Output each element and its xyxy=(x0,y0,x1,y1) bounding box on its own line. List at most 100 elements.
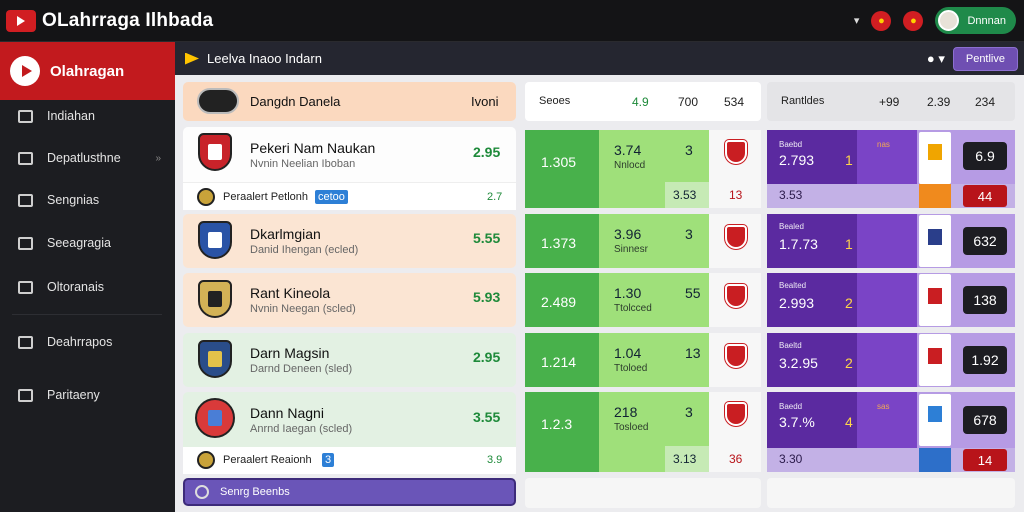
green-odds-row[interactable]: 1.373 3.96 Sinnesr 3 xyxy=(525,214,761,268)
footer-label: Peraalert Reaionh xyxy=(223,454,312,466)
gear-icon xyxy=(18,236,33,250)
purple-odds-row[interactable]: Bealed 1.7.73 1 632 xyxy=(767,214,1015,268)
team-sub: Nvnin Neegan (scled) xyxy=(250,303,356,315)
purple-odds-row[interactable]: Bealted 2.993 2 138 xyxy=(767,273,1015,327)
search-icon xyxy=(195,485,209,499)
chevron-down-icon[interactable]: ▾ xyxy=(853,15,860,27)
sidebar-item-label: Oltoranais xyxy=(47,280,104,294)
purple-header-c: 234 xyxy=(975,95,996,109)
team-value: 2.95 xyxy=(473,144,501,160)
badge-icon xyxy=(197,188,215,206)
green-footer xyxy=(525,478,761,508)
jersey-icon xyxy=(919,394,951,446)
sidebar-item-1[interactable]: Indiahan xyxy=(0,102,175,130)
purple-odds-row[interactable]: Baedd 3.7.% 4 sas 678 3.30 14 xyxy=(767,392,1015,472)
sidebar-item-7[interactable]: Paritaeny xyxy=(0,381,175,409)
sidebar-item-label: Indiahan xyxy=(47,109,95,123)
green-header-a: 4.9 xyxy=(632,95,649,109)
foot-main: 3.53 xyxy=(779,188,803,202)
odd-red-button[interactable]: 44 xyxy=(963,185,1007,207)
green-odds-row[interactable]: 1.305 3.74 Nnlocd 3 3.53 13 xyxy=(525,130,761,208)
sidebar-item-6[interactable]: Deahrrapos xyxy=(0,328,175,356)
top-bar: OLahrraga Ilhbada ▾ ● ● Dnnnan xyxy=(0,0,1024,42)
crest-icon xyxy=(198,221,232,259)
sidebar-item-5[interactable]: Oltoranais xyxy=(0,273,175,301)
user-menu-button[interactable]: Dnnnan xyxy=(935,7,1016,34)
live-button[interactable]: Pentlive xyxy=(952,46,1018,71)
purple-header-a: +99 xyxy=(879,95,900,109)
odd-value-button[interactable]: 678 xyxy=(963,406,1007,434)
odd-c: 13 xyxy=(685,345,701,361)
crest-icon xyxy=(195,398,235,438)
help-icon[interactable]: ● ▾ xyxy=(926,50,945,66)
odd-value-button[interactable]: 6.9 xyxy=(963,142,1007,170)
match-row[interactable]: Dann Nagni Anrnd Iaegan (scled) 3.55 Per… xyxy=(183,392,516,474)
row-top-label: Baebd xyxy=(779,140,803,149)
logo-icon xyxy=(6,9,36,32)
odd-value-button[interactable]: 1.92 xyxy=(963,346,1007,374)
main-panel: Leelva Inaoo Indarn ● ▾ Pentlive Dangdn … xyxy=(175,42,1024,512)
sidebar-item-label: Paritaeny xyxy=(47,388,100,402)
row-main: 3.7.% xyxy=(779,414,815,430)
row-rank: 2 xyxy=(845,355,853,371)
purple-header-label: Rantldes xyxy=(781,95,825,107)
team-value: 5.93 xyxy=(473,289,501,305)
green-odds-row[interactable]: 1.214 1.04 Ttoloed 13 xyxy=(525,333,761,387)
team-value: 3.55 xyxy=(473,409,501,425)
team-sub: Anrnd Iaegan (scled) xyxy=(250,423,353,435)
match-row[interactable]: Darn Magsin Darnd Deneen (sled) 2.95 xyxy=(183,333,516,387)
odd-b-sub: Ttolcced xyxy=(614,303,652,314)
crest-icon xyxy=(198,340,232,378)
odd-b: 3.96 xyxy=(614,226,642,242)
green-header-c: 534 xyxy=(724,95,745,109)
purple-header-b: 2.39 xyxy=(927,95,951,109)
sidebar-item-3[interactable]: Sengnias xyxy=(0,186,175,214)
odd-value-button[interactable]: 632 xyxy=(963,227,1007,255)
purple-odds-row[interactable]: Baebd 2.793 1 nas 6.9 3.53 44 xyxy=(767,130,1015,208)
left-header[interactable]: Dangdn Danela Ivoni xyxy=(183,82,516,121)
row-footer: Peraalert Petlonh cetoo 2.7 xyxy=(183,182,516,210)
odd-b-sub: Nnlocd xyxy=(614,160,646,171)
edit-icon xyxy=(18,193,33,207)
jersey-icon xyxy=(919,334,951,386)
team-name: Darn Magsin xyxy=(250,345,330,361)
odd-value-button[interactable]: 138 xyxy=(963,286,1007,314)
odd-b: 218 xyxy=(614,404,638,420)
foot-cell xyxy=(665,182,709,208)
sidebar-item-2[interactable]: Depatlusthne » xyxy=(0,144,175,172)
odd-c: 3 xyxy=(685,226,693,242)
match-row[interactable]: Pekeri Nam Naukan Nvnin Neelian Iboban 2… xyxy=(183,127,516,210)
row-main: 2.993 xyxy=(779,295,815,311)
row-main: 3.2.95 xyxy=(779,355,818,371)
alert-icon[interactable]: ● xyxy=(903,10,924,31)
sidebar-item-label: Seeagragia xyxy=(47,236,111,250)
purple-odds-row[interactable]: Baeltd 3.2.95 2 1.92 xyxy=(767,333,1015,387)
match-row[interactable]: Rant Kineola Nvnin Neegan (scled) 5.93 xyxy=(183,273,516,327)
team-value: 5.55 xyxy=(473,230,501,246)
foot-b: 13 xyxy=(729,188,743,202)
home-icon xyxy=(18,280,33,294)
green-odds-row[interactable]: 2.489 1.30 Ttolcced 55 xyxy=(525,273,761,327)
green-header-b: 700 xyxy=(678,95,699,109)
footer-tag: 3 xyxy=(322,453,335,467)
sidebar-item-4[interactable]: Seeagragia xyxy=(0,229,175,257)
play-icon xyxy=(185,52,199,65)
bottom-action-button[interactable]: Senrg Beenbs xyxy=(183,478,516,506)
odd-red-button[interactable]: 14 xyxy=(963,449,1007,471)
footer-value: 2.7 xyxy=(487,191,503,203)
row-footer: Peraalert Reaionh 3 3.9 xyxy=(183,447,516,474)
chat-icon xyxy=(18,109,33,123)
green-odds-row[interactable]: 1.2.3 218 Tosloed 3 3.13 36 xyxy=(525,392,761,472)
flag-icon xyxy=(919,184,951,208)
team-name: Rant Kineola xyxy=(250,285,331,301)
odd-b-sub: Sinnesr xyxy=(614,244,648,255)
sidebar-divider xyxy=(12,314,162,315)
foot-b: 36 xyxy=(729,452,743,466)
notification-icon[interactable]: ● xyxy=(871,10,892,31)
match-row[interactable]: Dkarlmgian Danid Ihengan (ecled) 5.55 xyxy=(183,214,516,268)
sidebar-brand[interactable]: Olahragan xyxy=(0,42,175,100)
footer-value: 3.9 xyxy=(487,454,503,466)
crest-icon xyxy=(198,280,232,318)
row-top-label: Baedd xyxy=(779,402,803,411)
crest-icon xyxy=(198,133,232,171)
